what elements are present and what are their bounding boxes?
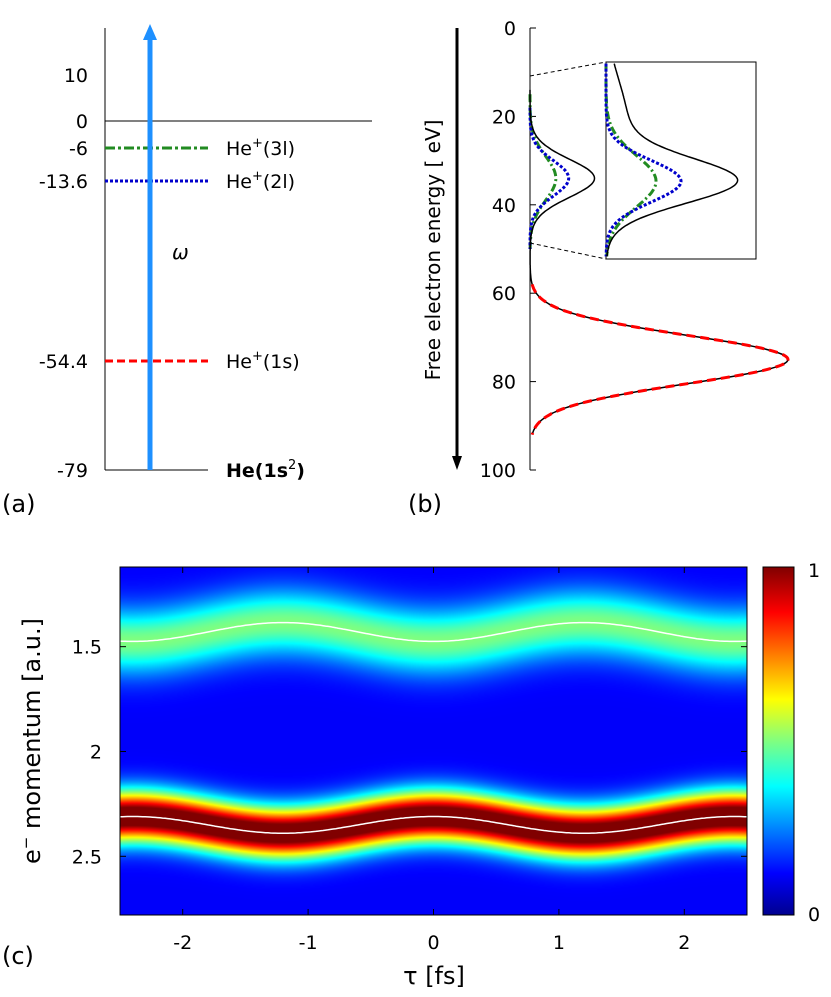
tick-10: 10 (64, 65, 88, 87)
inset-curve-total (606, 63, 739, 257)
tick-minus-6: -6 (69, 138, 88, 160)
label-3l: He+(3l) (226, 136, 295, 160)
panel-c-ytick-label: 1.5 (72, 637, 102, 659)
panel-b-tick-label: 100 (480, 460, 516, 482)
panel-b-tick-label: 80 (492, 372, 516, 394)
inset-frame (605, 61, 757, 260)
panel-b-tick-label: 60 (492, 283, 516, 305)
colorbar-label-max: 1 (808, 560, 820, 582)
panel-c-xtick-label: -2 (173, 932, 192, 954)
panel-b-tick-label: 0 (504, 18, 516, 40)
panel-c-ytick-label: 2.5 (72, 846, 102, 868)
ridge-line-upper (119, 621, 748, 643)
panel-b-ylabel: Free electron energy [ eV] (421, 120, 445, 381)
ridge-line-lower (119, 815, 748, 834)
panel-c-xlabel: τ [fs] (403, 962, 465, 990)
panel-label-c: (c) (2, 942, 34, 970)
panel-label-b: (b) (408, 490, 442, 518)
panel-b-spectrum: Free electron energy [ eV] 020406080100 … (408, 18, 790, 518)
panel-b-tick-label: 40 (492, 195, 516, 217)
label-2l: He+(2l) (226, 169, 295, 193)
panel-label-a: (a) (2, 490, 35, 518)
tick-minus-79: -79 (57, 460, 88, 482)
panel-c-xtick-label: 1 (553, 932, 565, 954)
inset-curve-2l (604, 63, 683, 257)
label-ground: He(1s2) (226, 458, 305, 482)
panel-c-xtick-label: 2 (678, 932, 690, 954)
tick-minus-54-4: -54.4 (39, 351, 88, 373)
curve-2l (528, 107, 571, 249)
panel-c-ylabel: e− momentum [a.u.] (17, 618, 46, 864)
panel-c-xtick-label: 0 (427, 932, 439, 954)
omega-label: ω (172, 240, 189, 264)
colorbar (762, 566, 795, 916)
photon-arrow-head (143, 24, 157, 40)
panel-c-ytick-label: 2 (90, 741, 102, 763)
tick-minus-13-6: -13.6 (39, 171, 88, 193)
energy-arrow-head (452, 456, 462, 470)
curve-1s (530, 284, 790, 435)
inset-connector-top (529, 61, 607, 77)
panel-a-energy-diagram: ω 10 0 -6 -13.6 -54.4 -79 He+(3l) He+(2l… (2, 24, 372, 518)
panel-b-ticks: 0 20 40 60 80 100 (480, 18, 536, 482)
panel-c-ticks: -2 -1 0 1 2 1.5 2 2.5 (72, 567, 747, 954)
label-1s: He+(1s) (226, 349, 300, 373)
panel-c-xtick-label: -1 (299, 932, 318, 954)
curve-3l (528, 94, 558, 249)
tick-0: 0 (76, 111, 88, 133)
panel-b-tick-label: 20 (492, 106, 516, 128)
panel-c-heatmap: -2 -1 0 1 2 1.5 2 2.5 τ [fs] e− momentum [a.u.]… (2, 560, 820, 990)
heatmap-area (120, 567, 747, 915)
inset-connector-bottom (529, 242, 607, 260)
colorbar-label-min: 0 (808, 904, 820, 926)
heatmap-canvas (120, 567, 747, 915)
